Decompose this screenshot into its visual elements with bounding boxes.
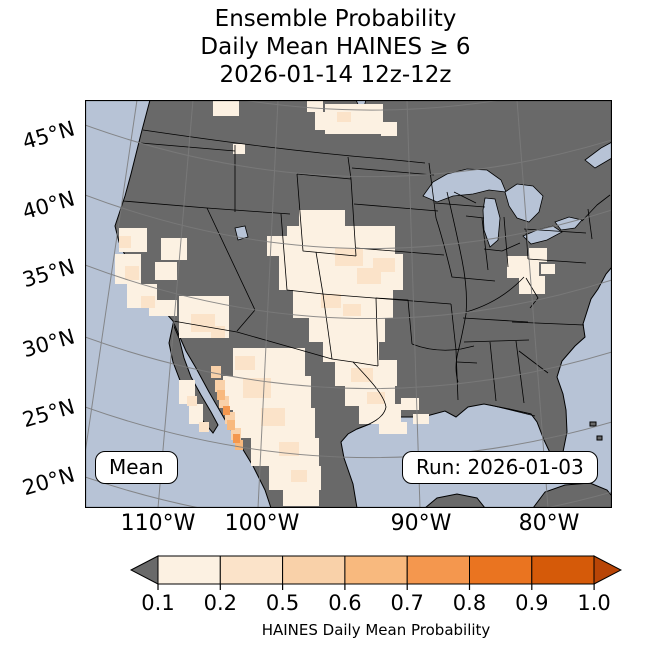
map-svg bbox=[85, 100, 612, 508]
colorbar-over-arrow bbox=[593, 555, 623, 585]
graticule bbox=[85, 100, 612, 508]
chart-title-line1: Ensemble Probability bbox=[214, 6, 457, 32]
colorbar-label: HAINES Daily Mean Probability bbox=[261, 621, 491, 639]
colorbar-under-arrow bbox=[129, 555, 159, 585]
colorbar-tick-label: 0.8 bbox=[452, 591, 487, 615]
colorbar-tick-label: 0.9 bbox=[515, 591, 549, 615]
colorbar-tick-label: 0.2 bbox=[203, 591, 237, 615]
colorbar-segments bbox=[157, 555, 595, 585]
lat-tick-label: 45°N bbox=[19, 116, 78, 155]
colorbar-tick-label: 1.0 bbox=[577, 591, 611, 615]
colorbar-svg bbox=[129, 555, 623, 590]
lon-tick-label: 100°W bbox=[224, 511, 300, 536]
lat-tick-label: 40°N bbox=[19, 186, 78, 225]
mean-badge: Mean bbox=[95, 451, 178, 484]
chart-title-line2: Daily Mean HAINES ≥ 6 bbox=[200, 34, 471, 60]
lon-tick-label: 110°W bbox=[120, 511, 196, 536]
lat-tick-label: 25°N bbox=[19, 394, 78, 433]
run-badge: Run: 2026-01-03 bbox=[402, 451, 598, 484]
probability-cells bbox=[115, 100, 555, 506]
colorbar-tick-label: 0.7 bbox=[390, 591, 424, 615]
chart-title-line3: 2026-01-14 12z-12z bbox=[219, 62, 452, 88]
lat-tick-label: 20°N bbox=[19, 462, 78, 501]
map-canvas: Mean Run: 2026-01-03 bbox=[85, 100, 612, 508]
map-frame bbox=[85, 100, 612, 508]
colorbar-tick-label: 0.1 bbox=[141, 591, 175, 615]
colorbar-tickmarks bbox=[157, 584, 595, 590]
lon-tick-label: 90°W bbox=[390, 511, 452, 536]
colorbar: 0.1 0.2 0.5 0.6 0.7 0.8 0.9 1.0 HAINES Daily Me… bbox=[129, 555, 623, 655]
colorbar-tick-label: 0.5 bbox=[265, 591, 300, 615]
colorbar-tick-label: 0.6 bbox=[328, 591, 362, 615]
lat-tick-label: 35°N bbox=[19, 254, 78, 293]
colorbar-ticklabels: 0.1 0.2 0.5 0.6 0.7 0.8 0.9 1.0 bbox=[130, 591, 622, 617]
lon-tick-label: 80°W bbox=[518, 511, 580, 536]
lat-tick-label: 30°N bbox=[19, 324, 78, 363]
state-borders bbox=[122, 129, 611, 430]
